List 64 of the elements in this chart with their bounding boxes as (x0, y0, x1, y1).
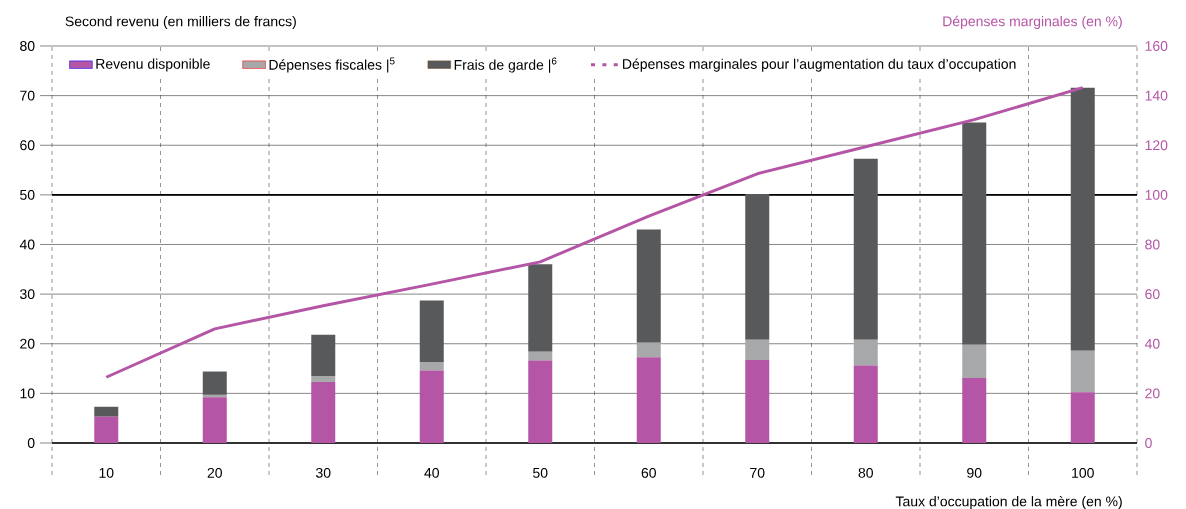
line-series (104, 86, 1085, 379)
bar (1070, 87, 1095, 351)
x-tick-label: 60 (641, 467, 656, 478)
y2-tick-label: 0 (1145, 438, 1152, 448)
y-tick-label: 30 (20, 289, 35, 300)
x-tick-label: 80 (858, 467, 873, 478)
y2-axis-title: Dépenses marginales (en %) (943, 15, 1122, 30)
bar (311, 381, 336, 443)
bar (528, 264, 553, 352)
x-tick-label: 100 (1072, 467, 1094, 478)
bar (1070, 350, 1095, 393)
bar (745, 339, 770, 361)
x-tick-label: 20 (207, 467, 222, 478)
y-tick-label: 50 (20, 189, 35, 200)
bar (962, 122, 987, 345)
y-tick-label: 40 (19, 239, 35, 250)
legend-label: Dépenses fiscales |$^{5}$ (269, 57, 395, 73)
x-tick-label: 40 (424, 467, 439, 478)
y2-tick-label: 80 (1145, 239, 1160, 250)
x-tick-label: 90 (967, 467, 982, 478)
bar (962, 377, 987, 443)
y-tick-label: 60 (20, 140, 35, 151)
legend-label: Revenu disponible (96, 58, 210, 72)
bar (311, 334, 336, 376)
y2-tick-label: 160 (1145, 41, 1168, 51)
y-tick-label: 70 (20, 90, 35, 101)
bar (94, 416, 119, 443)
x-tick-label: 70 (750, 467, 765, 478)
bar (202, 371, 227, 395)
y-tick-label: 20 (20, 338, 35, 349)
bar (745, 193, 770, 340)
bar (636, 229, 661, 343)
bar (528, 360, 553, 443)
bar (1070, 392, 1095, 443)
legend-label: Dépenses marginales pour l’augmentation du taux d’occupation (623, 58, 1016, 72)
bar (94, 406, 119, 417)
legend-label: Frais de garde |$^{6}$ (454, 57, 557, 73)
bar (636, 357, 661, 443)
bar (311, 376, 336, 382)
bar (853, 339, 878, 366)
x-axis-title: Taux d’occupation de la mère (en %) (895, 495, 1122, 509)
y2-tick-label: 140 (1145, 90, 1168, 101)
x-tick-label: 50 (533, 467, 548, 478)
bar (853, 158, 878, 340)
bar (853, 365, 878, 443)
x-tick-label: 10 (99, 467, 114, 478)
y-tick-label: 0 (27, 438, 35, 448)
bar (962, 344, 987, 378)
y-tick-label: 80 (20, 41, 35, 51)
y2-tick-label: 100 (1145, 189, 1168, 200)
bar (419, 362, 444, 371)
y2-tick-label: 60 (1145, 289, 1160, 300)
y2-tick-label: 20 (1145, 388, 1160, 399)
bar (419, 300, 444, 363)
bar (528, 351, 553, 361)
bar (636, 342, 661, 358)
x-tick-label: 30 (315, 467, 331, 478)
bar (419, 370, 444, 443)
y-tick-label: 10 (20, 388, 35, 399)
y2-tick-label: 40 (1144, 338, 1160, 349)
y-axis-title: Second revenu (en milliers de francs) (65, 16, 296, 30)
bar (202, 397, 227, 443)
y2-tick-label: 120 (1145, 140, 1168, 151)
bar (745, 360, 770, 443)
